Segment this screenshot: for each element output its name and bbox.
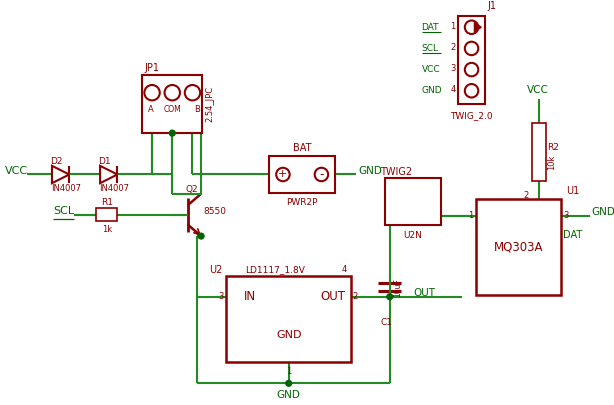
Text: 1: 1: [468, 211, 473, 220]
Text: 10k: 10k: [548, 154, 556, 170]
Text: Q2: Q2: [186, 185, 198, 194]
Text: COM: COM: [163, 104, 181, 113]
Text: 3: 3: [219, 292, 224, 301]
Text: R2: R2: [548, 143, 559, 152]
Text: LD1117_1.8V: LD1117_1.8V: [246, 265, 305, 274]
Text: D1: D1: [99, 156, 111, 166]
Text: PWR2P: PWR2P: [287, 198, 318, 207]
Bar: [142, 75, 202, 133]
Circle shape: [165, 85, 180, 100]
Text: SCL: SCL: [422, 44, 438, 53]
Circle shape: [286, 380, 292, 386]
Circle shape: [169, 130, 175, 136]
Text: R1: R1: [101, 198, 113, 207]
Text: VCC: VCC: [422, 65, 440, 74]
Text: U2N: U2N: [403, 230, 422, 240]
Text: TWIG2: TWIG2: [380, 166, 412, 177]
Text: 1: 1: [286, 367, 291, 376]
Text: 2: 2: [352, 292, 357, 301]
Circle shape: [465, 63, 478, 76]
Text: OUT: OUT: [321, 290, 346, 303]
Circle shape: [315, 168, 328, 181]
Text: 2.54_JPC: 2.54_JPC: [205, 86, 214, 122]
Text: GND: GND: [276, 330, 301, 340]
Circle shape: [144, 85, 160, 100]
Polygon shape: [52, 166, 69, 183]
Circle shape: [276, 168, 290, 181]
Text: IN: IN: [244, 290, 255, 303]
Text: MQ303A: MQ303A: [494, 240, 543, 253]
Text: VCC: VCC: [527, 85, 550, 95]
Polygon shape: [100, 166, 117, 183]
Text: IN4007: IN4007: [99, 184, 129, 194]
Circle shape: [198, 233, 204, 239]
Text: 1: 1: [451, 22, 456, 31]
Text: OUT: OUT: [414, 288, 436, 298]
Text: JP1: JP1: [144, 63, 160, 72]
Text: TWIG_2.0: TWIG_2.0: [450, 111, 493, 120]
Text: 4: 4: [341, 265, 347, 274]
Bar: [532, 124, 546, 181]
Text: IN4007: IN4007: [51, 184, 81, 194]
Circle shape: [185, 85, 200, 100]
Text: -: -: [319, 168, 324, 181]
Text: GND: GND: [422, 86, 442, 95]
Text: 1k: 1k: [102, 225, 112, 234]
Circle shape: [465, 42, 478, 55]
Text: +: +: [278, 170, 287, 179]
Text: 8550: 8550: [203, 207, 226, 215]
Text: SCL: SCL: [53, 206, 74, 216]
Circle shape: [465, 21, 478, 34]
Bar: [458, 16, 485, 104]
Bar: [270, 156, 335, 193]
Text: J1: J1: [488, 1, 497, 11]
Text: D2: D2: [50, 156, 63, 166]
Text: U2: U2: [209, 265, 222, 275]
Circle shape: [387, 294, 392, 300]
Text: 3: 3: [451, 64, 456, 73]
Text: GND: GND: [358, 166, 382, 176]
Text: VCC: VCC: [5, 166, 28, 176]
Text: 10uF: 10uF: [394, 278, 403, 296]
Circle shape: [465, 84, 478, 98]
Text: C1: C1: [380, 318, 392, 327]
Text: DAT: DAT: [422, 23, 439, 32]
Text: 3: 3: [563, 211, 569, 220]
Text: GND: GND: [592, 207, 614, 217]
Text: B: B: [195, 104, 200, 113]
Bar: [96, 208, 117, 221]
Polygon shape: [475, 22, 481, 32]
Text: DAT: DAT: [563, 230, 582, 240]
Text: A: A: [148, 104, 154, 113]
Text: U1: U1: [566, 186, 579, 196]
Text: BAT: BAT: [293, 143, 311, 153]
Text: 2: 2: [524, 191, 529, 200]
Text: 4: 4: [451, 85, 456, 94]
Bar: [385, 178, 441, 224]
Text: 2: 2: [451, 43, 456, 52]
Text: GND: GND: [277, 390, 301, 400]
Bar: [476, 198, 561, 295]
Bar: [226, 275, 351, 362]
